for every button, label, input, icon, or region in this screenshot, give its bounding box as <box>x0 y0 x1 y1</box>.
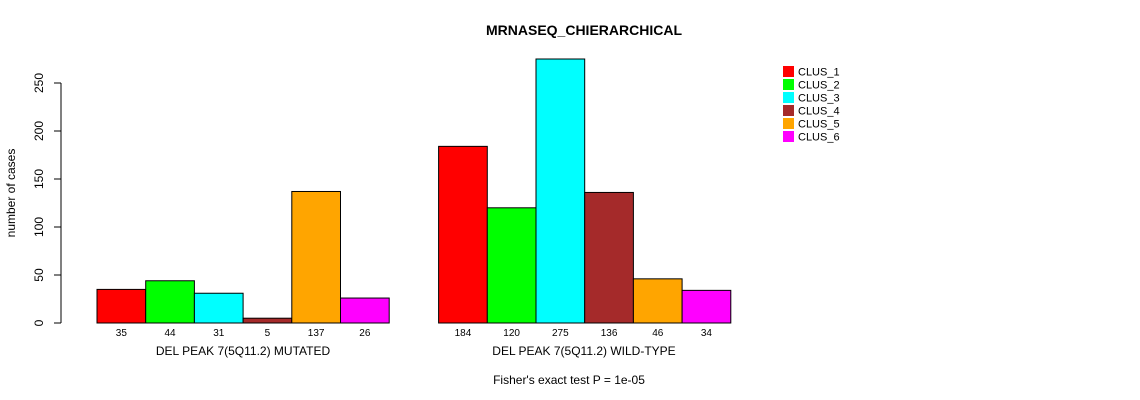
bar-clus-6 <box>681 289 732 324</box>
chart-title: MRNASEQ_CHIERARCHICAL <box>486 22 682 38</box>
bar-clus-1 <box>96 288 147 324</box>
y-tick-label: 250 <box>32 73 46 93</box>
y-tick-label: 50 <box>32 268 46 282</box>
bar-clus-3 <box>193 292 244 324</box>
bar-count-label: 31 <box>213 328 225 339</box>
bar-clus-5 <box>632 278 683 324</box>
legend-label: CLUS_2 <box>798 80 840 92</box>
bar-count-label: 35 <box>116 328 128 339</box>
group-label-wild-type: DEL PEAK 7(5Q11.2) WILD-TYPE <box>492 344 675 358</box>
bars <box>96 58 732 324</box>
legend-label: CLUS_5 <box>798 119 840 131</box>
bar-clus-6 <box>340 297 390 324</box>
legend-swatch-clus-3 <box>783 92 794 103</box>
bar-clus-2 <box>145 280 195 324</box>
bar-count-label: 26 <box>359 328 371 339</box>
bar-clus-1 <box>438 145 488 324</box>
bar-clus-4 <box>584 191 634 324</box>
bar-count-label: 275 <box>552 328 569 339</box>
y-tick-label: 200 <box>32 121 46 141</box>
y-axis-label: number of cases <box>4 149 18 238</box>
legend-label: CLUS_6 <box>798 132 840 144</box>
legend-swatch-clus-1 <box>783 66 794 77</box>
bar-clus-3 <box>535 58 586 324</box>
y-axis: 0 50 100 150 200 250 <box>32 73 62 326</box>
legend-swatch-clus-2 <box>783 79 794 90</box>
fisher-test-footnote: Fisher's exact test P = 1e-05 <box>493 373 645 387</box>
bar-clus-5 <box>291 190 341 324</box>
y-tick-label: 0 <box>32 319 46 326</box>
legend-swatch-clus-4 <box>783 105 794 116</box>
bar-count-label: 44 <box>164 328 176 339</box>
group-label-mutated: DEL PEAK 7(5Q11.2) MUTATED <box>156 344 331 358</box>
legend-label: CLUS_4 <box>798 106 840 118</box>
y-tick-label: 100 <box>32 217 46 237</box>
bar-count-label: 34 <box>701 328 713 339</box>
bar-count-label: 120 <box>503 328 520 339</box>
bar-count-label: 137 <box>308 328 325 339</box>
y-tick-label: 150 <box>32 169 46 189</box>
bar-count-label: 5 <box>265 328 271 339</box>
legend-label: CLUS_1 <box>798 67 840 79</box>
bar-clus-4 <box>242 317 293 324</box>
bar-count-label: 184 <box>455 328 472 339</box>
bar-clus-2 <box>486 207 537 324</box>
legend-swatch-clus-5 <box>783 118 794 129</box>
legend-swatch-clus-6 <box>783 131 794 142</box>
bar-count-label: 46 <box>652 328 664 339</box>
legend-label: CLUS_3 <box>798 93 840 105</box>
bar-labels: 35 44 31 5 137 26 184 120 275 136 46 34 <box>116 328 713 339</box>
bar-count-label: 136 <box>601 328 618 339</box>
